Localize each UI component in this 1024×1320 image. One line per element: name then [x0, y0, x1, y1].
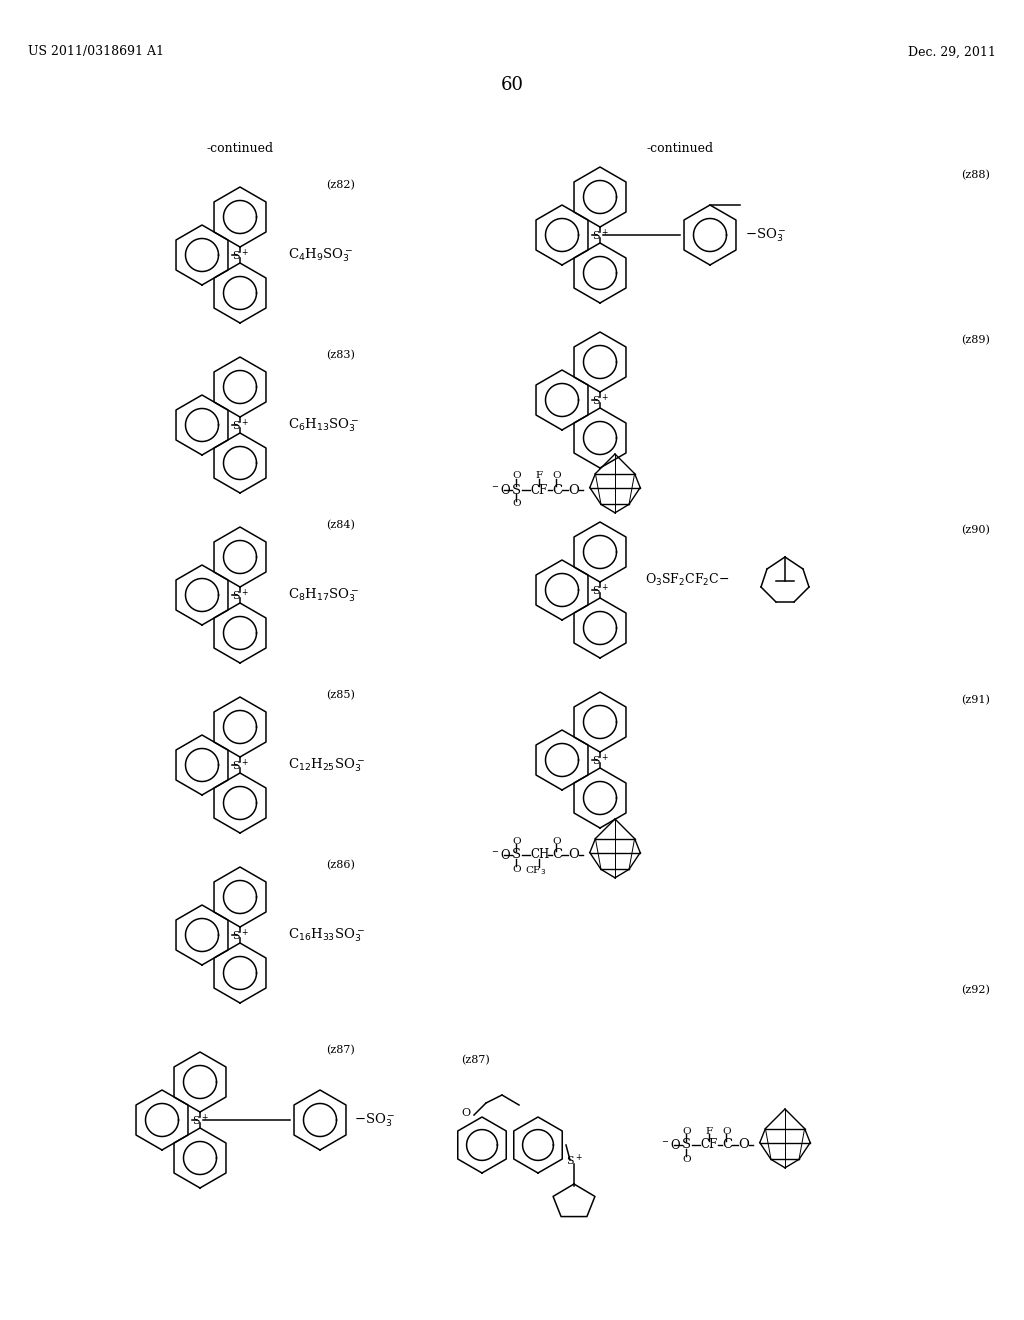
Text: S$^+$: S$^+$: [592, 752, 608, 768]
Text: S$^+$: S$^+$: [592, 227, 608, 243]
Text: O: O: [513, 499, 521, 508]
Text: $-$SO$_3^-$: $-$SO$_3^-$: [354, 1111, 395, 1129]
Text: S$^+$: S$^+$: [565, 1152, 583, 1168]
Text: (z92): (z92): [962, 985, 990, 995]
Text: $^-$O: $^-$O: [660, 1138, 682, 1152]
Text: O: O: [462, 1107, 471, 1118]
Text: O: O: [683, 1155, 691, 1163]
Text: (z91): (z91): [962, 694, 990, 705]
Text: (z87): (z87): [327, 1045, 355, 1055]
Text: S$^+$: S$^+$: [231, 928, 249, 942]
Text: $-$SO$_3^-$: $-$SO$_3^-$: [745, 226, 786, 244]
Text: C$_6$H$_{13}$SO$_3^-$: C$_6$H$_{13}$SO$_3^-$: [288, 416, 359, 434]
Text: O: O: [683, 1126, 691, 1135]
Text: CF$_3$: CF$_3$: [525, 865, 547, 878]
Text: C: C: [722, 1138, 732, 1151]
Text: (z83): (z83): [326, 350, 355, 360]
Text: (z82): (z82): [326, 180, 355, 190]
Text: S$^+$: S$^+$: [231, 587, 249, 603]
Text: O: O: [723, 1126, 731, 1135]
Text: (z89): (z89): [962, 335, 990, 345]
Text: C$_{16}$H$_{33}$SO$_3^-$: C$_{16}$H$_{33}$SO$_3^-$: [288, 927, 365, 944]
Text: C$_8$H$_{17}$SO$_3^-$: C$_8$H$_{17}$SO$_3^-$: [288, 586, 359, 603]
Text: S$^+$: S$^+$: [231, 247, 249, 263]
Text: C: C: [552, 849, 562, 862]
Text: O: O: [553, 471, 561, 480]
Text: O: O: [513, 865, 521, 874]
Text: $^-$O: $^-$O: [490, 483, 512, 498]
Text: S$^+$: S$^+$: [592, 582, 608, 598]
Text: CH: CH: [530, 849, 549, 862]
Text: (z85): (z85): [326, 690, 355, 700]
Text: O: O: [568, 483, 579, 496]
Text: S$^+$: S$^+$: [231, 417, 249, 433]
Text: US 2011/0318691 A1: US 2011/0318691 A1: [28, 45, 164, 58]
Text: O: O: [553, 837, 561, 846]
Text: CF: CF: [700, 1138, 717, 1151]
Text: S: S: [512, 483, 521, 496]
Text: O$_3$SF$_2$CF$_2$C$-$: O$_3$SF$_2$CF$_2$C$-$: [645, 572, 729, 587]
Text: 60: 60: [501, 77, 523, 94]
Text: C$_4$H$_9$SO$_3^-$: C$_4$H$_9$SO$_3^-$: [288, 247, 353, 264]
Text: S$^+$: S$^+$: [191, 1113, 209, 1127]
Text: C$_{12}$H$_{25}$SO$_3^-$: C$_{12}$H$_{25}$SO$_3^-$: [288, 756, 365, 774]
Text: S$^+$: S$^+$: [231, 758, 249, 772]
Text: CF: CF: [530, 483, 547, 496]
Text: O: O: [568, 849, 579, 862]
Text: S: S: [512, 849, 521, 862]
Text: -continued: -continued: [207, 141, 273, 154]
Text: S: S: [682, 1138, 691, 1151]
Text: F: F: [536, 471, 543, 480]
Text: C: C: [552, 483, 562, 496]
Text: S$^+$: S$^+$: [592, 392, 608, 408]
Text: (z90): (z90): [962, 525, 990, 535]
Text: O: O: [513, 837, 521, 846]
Text: $^-$O: $^-$O: [490, 847, 512, 862]
Text: O: O: [513, 471, 521, 480]
Text: (z84): (z84): [326, 520, 355, 531]
Text: Dec. 29, 2011: Dec. 29, 2011: [908, 45, 996, 58]
Text: O: O: [738, 1138, 749, 1151]
Text: (z86): (z86): [326, 859, 355, 870]
Text: (z88): (z88): [962, 170, 990, 180]
Text: -continued: -continued: [646, 141, 714, 154]
Text: F: F: [706, 1126, 713, 1135]
Text: (z87): (z87): [461, 1055, 490, 1065]
